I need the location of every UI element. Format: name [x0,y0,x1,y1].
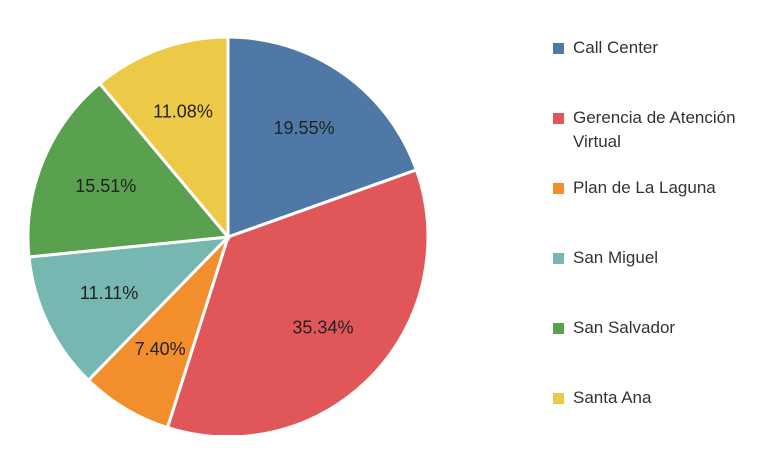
data-label: 35.34% [292,317,353,337]
data-label: 19.55% [274,118,335,138]
legend-swatch [553,393,564,404]
legend-label: Gerencia de Atención Virtual [573,108,736,151]
chart: 19.55% 35.34% 7.40% 11.11% 15.51% 11.08% [26,35,430,435]
legend-item: Santa Ana [553,386,738,456]
legend: Call Center Gerencia de Atención Virtual P… [553,36,738,456]
legend-swatch [553,323,564,334]
legend-label: Call Center [573,38,659,57]
legend-label: San Miguel [573,248,659,267]
legend-swatch [553,113,564,124]
legend-item: Call Center [553,36,738,106]
slice [97,35,230,242]
legend-item: Plan de La Laguna [553,176,738,246]
slice [27,235,232,383]
slice [26,81,231,259]
legend-swatch [553,43,564,54]
legend-swatch [553,253,564,264]
legend-item: San Salvador [553,316,738,386]
data-label: 15.51% [75,176,136,196]
legend-label: Plan de La Laguna [573,178,716,197]
page: 19.55% 35.34% 7.40% 11.11% 15.51% 11.08% Call… [26,35,736,435]
legend-label: San Salvador [573,318,676,337]
legend-label: Santa Ana [573,388,652,407]
data-label: 11.11% [80,283,138,303]
data-label: 7.40% [135,339,186,359]
slice [165,167,430,435]
slice [226,35,419,240]
data-label: 11.08% [153,102,213,122]
legend-item: Gerencia de Atención Virtual [553,106,738,176]
legend-item: San Miguel [553,246,738,316]
legend-swatch [553,183,564,194]
